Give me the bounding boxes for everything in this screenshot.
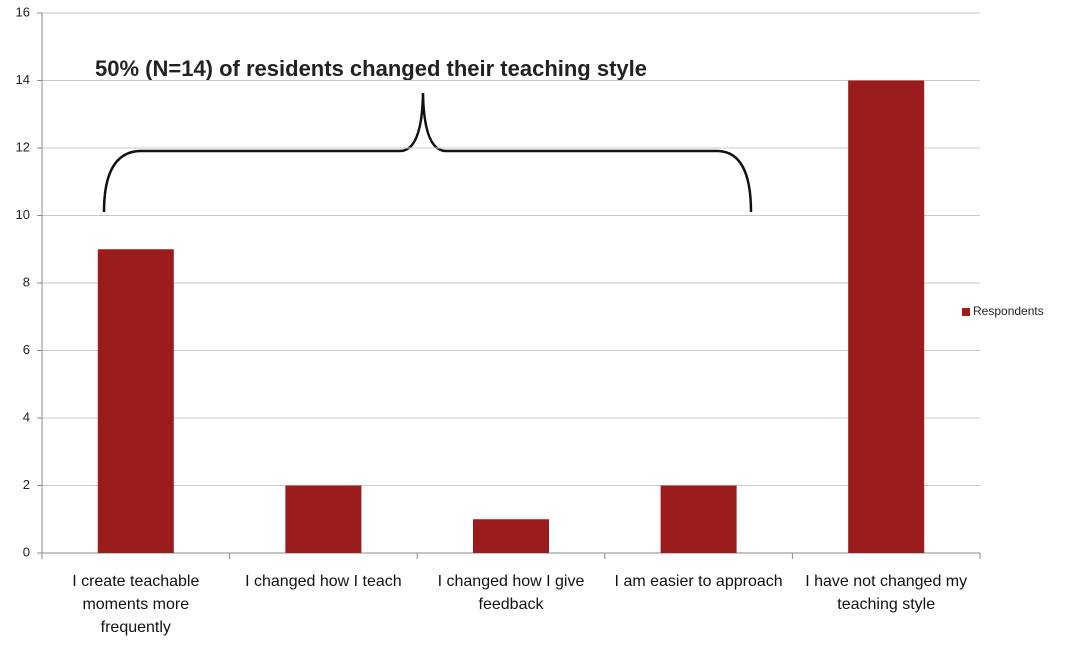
y-tick-label: 4 (23, 409, 30, 424)
x-tick-label: I create teachable moments more frequent… (72, 573, 200, 636)
y-tick-label: 8 (23, 274, 30, 289)
legend-swatch (962, 308, 970, 316)
x-tick-label: I changed how I teach (245, 573, 402, 590)
brace (102, 92, 753, 213)
y-tick-label: 12 (16, 139, 30, 154)
x-tick-label: I have not changed my teaching style (805, 573, 968, 613)
bar (473, 519, 549, 553)
y-tick-label: 10 (16, 207, 30, 222)
legend-label: Respondents (973, 304, 1044, 318)
bar (848, 80, 925, 553)
annotation: 50% (N=14) of residents changed their te… (95, 56, 647, 81)
y-tick-label: 0 (23, 544, 30, 559)
bar (285, 485, 362, 553)
y-tick-label: 14 (16, 72, 30, 87)
x-tick-label: I changed how I give feedback (437, 573, 585, 613)
bar (97, 249, 174, 553)
bar (660, 485, 737, 553)
y-tick-label: 6 (23, 342, 30, 357)
y-tick-label: 16 (16, 4, 30, 19)
y-tick-label: 2 (23, 477, 30, 492)
x-tick-label: I am easier to approach (614, 573, 783, 590)
